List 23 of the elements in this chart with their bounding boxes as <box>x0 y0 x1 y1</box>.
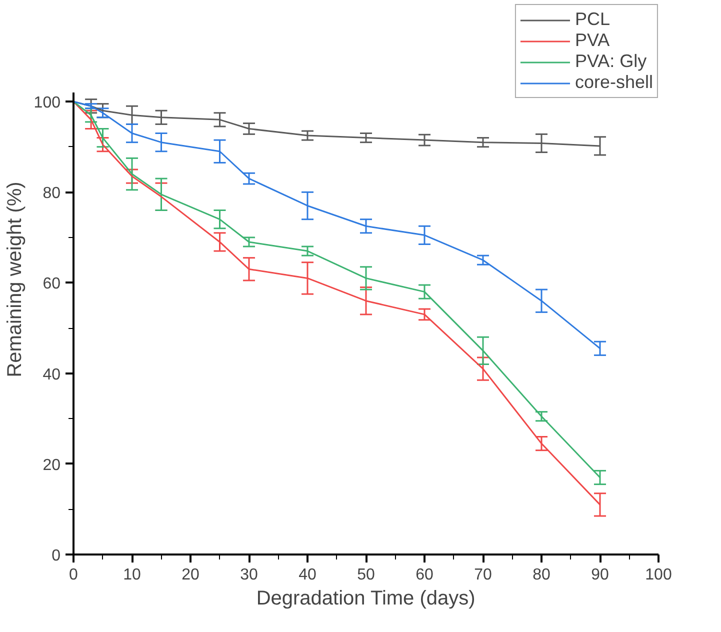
x-tick-label: 100 <box>645 566 672 584</box>
legend-label: PVA: Gly <box>574 51 647 72</box>
x-tick-label: 40 <box>298 566 316 584</box>
x-tick-label: 90 <box>591 566 609 584</box>
x-tick-label: 20 <box>182 566 200 584</box>
x-tick-label: 50 <box>357 566 375 584</box>
y-axis-title: Remaining weight (%) <box>4 182 26 378</box>
x-axis-title: Degradation Time (days) <box>256 588 476 610</box>
legend-label: PVA <box>574 30 610 51</box>
y-tick-label: 60 <box>42 276 61 293</box>
x-tick-label: 30 <box>240 566 258 584</box>
x-tick-label: 10 <box>123 566 141 584</box>
legend-label: core-shell <box>574 72 653 93</box>
y-tick-label: 80 <box>42 185 61 202</box>
x-tick-label: 60 <box>416 566 434 584</box>
x-tick-label: 0 <box>69 566 78 584</box>
x-tick-label: 80 <box>532 566 550 584</box>
y-tick-label: 20 <box>42 456 61 474</box>
y-tick-label: 0 <box>52 548 61 564</box>
x-tick-label: 70 <box>474 566 492 584</box>
y-tick-label: 40 <box>42 366 61 384</box>
legend-label: PCL <box>574 9 610 30</box>
y-tick-label: 100 <box>34 94 61 112</box>
